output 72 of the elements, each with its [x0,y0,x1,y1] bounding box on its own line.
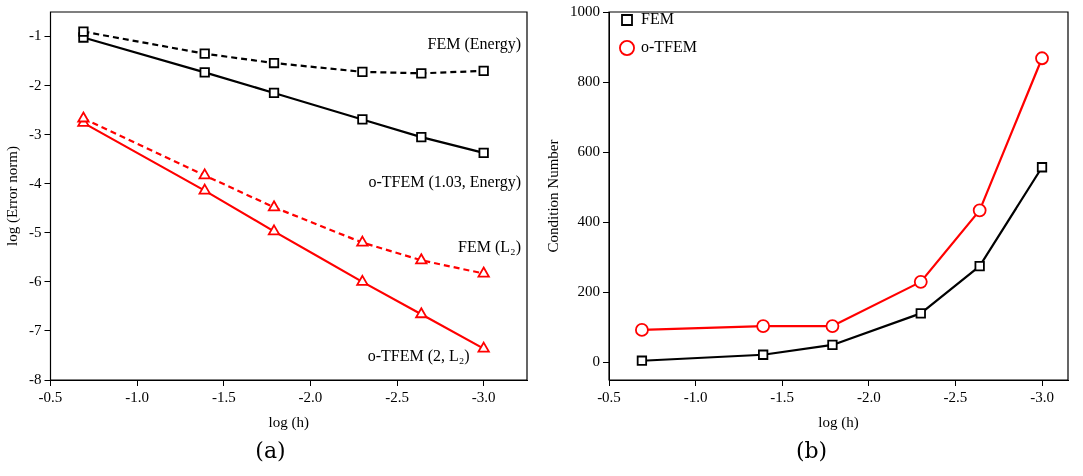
x-axis-title: log (h) [818,413,859,431]
point [199,67,210,78]
point [913,274,928,289]
x-tick-label: -1.0 [125,388,150,405]
y-tick-label: 200 [577,283,600,300]
point [756,319,771,333]
point [415,253,428,265]
y-tick-label: -2 [29,76,42,93]
point [915,308,926,319]
y-tick-label: -5 [29,223,42,240]
y-tick-label: 600 [577,143,600,160]
point [415,307,428,319]
point [268,57,280,69]
point [635,322,649,337]
x-tick-label: -0.5 [38,388,63,405]
series-label: FEM (Energy) [427,35,521,54]
y-tick-label: 1000 [570,2,600,19]
y-tick-label: 400 [577,213,600,230]
legend-label: o-TFEM [641,38,697,56]
series-label: FEM (L₂) [458,237,521,256]
y-tick-label: -1 [29,27,42,44]
point [357,114,368,125]
x-axis-title: log (h) [268,413,309,431]
x-tick-label: -2.0 [856,388,881,405]
x-tick-label: -2.5 [943,388,968,405]
point [416,131,427,143]
point [827,339,838,351]
legend-label: FEM [641,10,674,28]
x-tick-label: -3.0 [1030,388,1054,405]
point [974,260,985,272]
point [356,274,369,286]
point [1036,162,1048,173]
y-tick-label: -7 [29,321,42,338]
x-tick-label: -1.0 [683,388,708,405]
point [1035,51,1049,66]
point [198,168,211,180]
x-tick-label: -1.5 [211,388,236,405]
point [758,349,769,360]
point [267,200,281,212]
y-tick-label: 800 [577,73,600,90]
text: (a) [254,438,287,463]
x-tick-label: -3.0 [471,388,496,405]
y-tick-label: -8 [29,370,42,387]
point [972,203,987,218]
y-axis-title: Condition Number [544,139,561,253]
point [477,266,490,278]
text: (b) [794,438,829,463]
point [636,355,648,366]
point [78,26,89,37]
point [478,147,489,158]
x-tick-label: -1.5 [770,388,795,405]
point [267,224,281,236]
point [416,68,427,79]
point [357,66,368,77]
x-tick-label: -2.0 [298,388,323,405]
point [268,87,280,99]
y-tick-label: -6 [29,272,42,289]
x-tick-label: -0.5 [597,388,621,405]
point [77,111,90,123]
point [477,341,490,353]
x-tick-label: -2.5 [385,388,409,405]
series-label: o-TFEM (2, L₂) [367,346,470,365]
y-tick-label: -3 [29,125,42,142]
point [478,65,489,77]
text: o-TFEM (1.03, Energy) [368,173,521,192]
point [199,48,210,59]
point [825,319,840,333]
y-tick-label: -4 [29,174,42,191]
y-tick-label: 0 [592,353,600,370]
point [356,235,369,247]
y-axis-title: log (Error norm) [3,146,21,246]
point [198,183,211,195]
